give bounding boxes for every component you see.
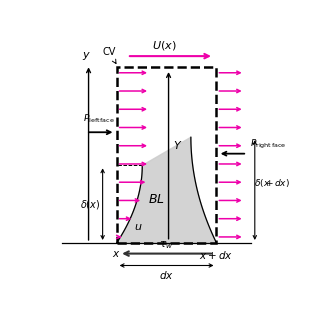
Text: $BL$: $BL$ bbox=[148, 193, 165, 206]
Text: $\delta(x$: $\delta(x$ bbox=[253, 177, 270, 189]
Text: $\delta(x)$: $\delta(x)$ bbox=[80, 198, 100, 211]
Text: $P_{\rm left\,face}$: $P_{\rm left\,face}$ bbox=[83, 112, 115, 125]
Text: CV: CV bbox=[103, 47, 116, 64]
Text: $x$: $x$ bbox=[113, 249, 121, 259]
Bar bbox=[117, 67, 216, 243]
Text: $\tau_w$: $\tau_w$ bbox=[159, 239, 174, 251]
Text: $y$: $y$ bbox=[82, 50, 90, 62]
Text: $x+dx$: $x+dx$ bbox=[199, 249, 233, 261]
Text: $+\,dx)$: $+\,dx)$ bbox=[265, 177, 290, 189]
Text: $u$: $u$ bbox=[134, 222, 143, 232]
Text: $dx$: $dx$ bbox=[159, 269, 174, 281]
Text: $Y$: $Y$ bbox=[173, 139, 182, 151]
Polygon shape bbox=[117, 137, 216, 243]
Text: $U(x)$: $U(x)$ bbox=[152, 39, 176, 52]
Text: $P_{\rm right\,face}$: $P_{\rm right\,face}$ bbox=[250, 138, 286, 151]
